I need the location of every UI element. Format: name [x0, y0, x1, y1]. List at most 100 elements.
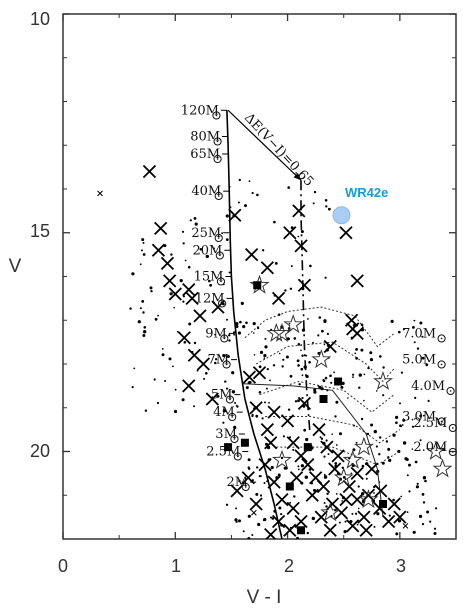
pms-mass-label: 2.0M [413, 440, 447, 455]
field-star-dot [305, 354, 308, 357]
field-star-dot [333, 371, 335, 374]
square-marker [319, 395, 328, 403]
star-marker [283, 314, 304, 334]
field-star-dot [397, 519, 402, 523]
field-star-dot [233, 331, 236, 334]
cross-marker [271, 291, 286, 306]
field-star-dot [369, 358, 374, 362]
field-star-dot [235, 507, 238, 510]
field-star-dot [351, 512, 354, 515]
field-star-dot [323, 455, 326, 458]
field-star-dot [356, 523, 359, 526]
field-star-dot [297, 399, 300, 403]
field-star-dot [419, 439, 422, 442]
star-marker [333, 467, 354, 487]
cross-marker [249, 497, 263, 511]
cross-marker [182, 282, 196, 297]
solar-symbol-icon: ⊙ [212, 135, 223, 150]
field-star-dot [231, 390, 236, 394]
field-star-dot [143, 330, 147, 334]
square-marker [224, 443, 233, 452]
field-star-dot [263, 357, 266, 360]
field-star-dot [340, 385, 344, 389]
cross-marker [323, 339, 337, 354]
cross-marker [260, 422, 274, 437]
field-star-dot [213, 247, 215, 250]
star-marker [373, 370, 394, 391]
field-star-dot [326, 332, 329, 335]
cross-marker [264, 527, 278, 539]
field-star-dot [304, 475, 308, 479]
field-star-dot [400, 495, 403, 498]
solar-symbol-icon: ⊙ [445, 384, 456, 399]
cross-marker [163, 274, 177, 288]
cross-marker [350, 466, 364, 481]
cross-marker [252, 366, 267, 380]
cross-marker [365, 462, 379, 476]
field-star-dot [435, 507, 438, 510]
field-star-dot [215, 358, 218, 361]
field-star-dot [313, 190, 317, 194]
field-star-dot [352, 376, 354, 378]
solar-symbol-icon: ⊙ [214, 248, 225, 263]
field-star-dot [222, 421, 225, 424]
x-tick-label: 2 [284, 556, 294, 576]
field-star-dot [168, 357, 172, 361]
field-star-dot [297, 468, 300, 471]
wr42e-label: WR42e [345, 185, 388, 200]
field-star-dot [182, 242, 185, 245]
field-star-dot [222, 283, 225, 286]
plot-content: 120M⊙80M⊙65M⊙40M⊙25M⊙20M⊙15M⊙12M⊙9M⊙7M⊙5… [62, 13, 458, 540]
field-star-dot [335, 444, 338, 446]
field-star-dot [361, 464, 365, 468]
field-star-dot [312, 341, 314, 344]
cross-marker [245, 247, 259, 262]
field-star-dot [289, 287, 293, 290]
tick-labels: 0 1 2 3 10 15 20 [30, 9, 406, 576]
cross-marker [294, 239, 308, 253]
cross-marker [350, 274, 364, 288]
field-star-dot [193, 341, 197, 345]
field-star-dot [216, 394, 220, 398]
field-star-dot [369, 351, 373, 355]
mass-label: 2M [227, 475, 249, 490]
cross-marker [292, 204, 306, 218]
field-star-dot [247, 458, 251, 462]
mass-label: 80M [190, 130, 220, 145]
field-star-dot [240, 301, 244, 305]
solar-symbol-icon: ⊙ [216, 275, 227, 290]
star-marker [271, 322, 292, 342]
field-star-dot [245, 386, 249, 390]
field-star-dot [281, 365, 284, 368]
field-star-dot [164, 380, 167, 382]
data-layer [97, 109, 453, 539]
solar-symbol-icon: ⊙ [221, 358, 232, 373]
field-star-dot [221, 232, 224, 235]
field-star-dot [311, 516, 315, 521]
field-star-dot [324, 276, 327, 279]
star-marker [320, 502, 341, 522]
field-star-dot [427, 399, 430, 402]
cross-marker [275, 492, 289, 507]
cross-marker [185, 291, 199, 306]
field-star-dot [422, 476, 427, 480]
field-star-dot [264, 345, 268, 349]
field-star-dot [300, 349, 302, 352]
cross-marker [258, 457, 272, 472]
cross-marker [331, 449, 345, 463]
field-star-dot [237, 331, 241, 335]
pms-mass-label: 4.0M [411, 379, 445, 394]
solar-symbol-icon: ⊙ [436, 415, 447, 430]
field-star-dot [343, 530, 347, 534]
field-star-dot [318, 316, 322, 319]
square-marker [285, 482, 294, 491]
solar-symbol-icon: ⊙ [227, 410, 238, 425]
mass-label: 12M [195, 291, 225, 306]
field-star-dot [284, 289, 287, 292]
cross-marker [182, 379, 196, 393]
field-star-dot [387, 447, 391, 451]
field-star-dot [263, 482, 266, 484]
star-marker [353, 436, 374, 456]
field-star-dot [415, 485, 419, 489]
cross-marker [361, 488, 376, 502]
